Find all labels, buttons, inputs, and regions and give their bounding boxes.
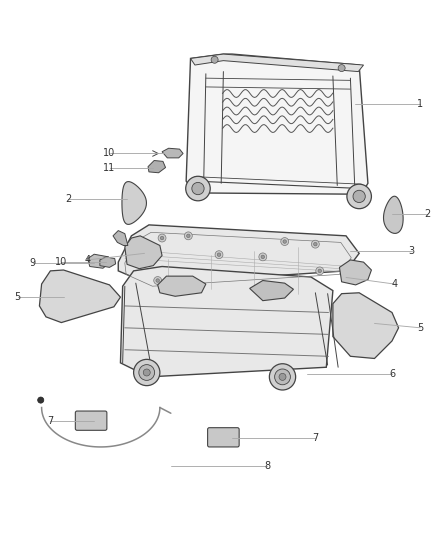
Circle shape	[217, 253, 221, 256]
Circle shape	[275, 369, 290, 385]
Text: 6: 6	[389, 369, 395, 379]
Text: 5: 5	[417, 323, 424, 333]
Circle shape	[353, 190, 365, 203]
Polygon shape	[384, 196, 403, 233]
Circle shape	[143, 369, 150, 376]
Circle shape	[283, 240, 286, 243]
Polygon shape	[125, 236, 162, 269]
Text: 5: 5	[14, 292, 21, 302]
Circle shape	[281, 238, 289, 246]
Circle shape	[186, 176, 210, 201]
Polygon shape	[39, 270, 120, 322]
Circle shape	[192, 182, 204, 195]
Polygon shape	[158, 276, 206, 296]
Text: 2: 2	[424, 209, 430, 219]
Text: 8: 8	[264, 461, 270, 471]
Circle shape	[311, 240, 319, 248]
Polygon shape	[186, 54, 368, 194]
Polygon shape	[88, 254, 110, 268]
Polygon shape	[100, 257, 116, 268]
Text: 10: 10	[103, 149, 116, 158]
Text: 4: 4	[391, 279, 397, 289]
FancyBboxPatch shape	[208, 427, 239, 447]
FancyBboxPatch shape	[75, 411, 107, 430]
Circle shape	[158, 234, 166, 242]
Circle shape	[38, 397, 44, 403]
Circle shape	[156, 279, 159, 282]
Polygon shape	[120, 266, 333, 377]
Text: 4: 4	[85, 255, 91, 265]
Text: 2: 2	[65, 193, 71, 204]
Circle shape	[187, 234, 190, 238]
Circle shape	[154, 277, 162, 285]
Polygon shape	[191, 54, 364, 71]
Circle shape	[139, 365, 155, 381]
Circle shape	[318, 269, 321, 273]
Polygon shape	[333, 293, 399, 359]
Circle shape	[160, 236, 164, 240]
Circle shape	[279, 374, 286, 381]
Text: 3: 3	[409, 246, 415, 256]
Polygon shape	[339, 260, 371, 285]
Text: 9: 9	[30, 258, 36, 268]
Circle shape	[215, 251, 223, 259]
Circle shape	[261, 255, 265, 259]
Polygon shape	[148, 160, 166, 173]
Text: 11: 11	[103, 163, 116, 173]
Text: 7: 7	[47, 416, 53, 426]
Circle shape	[211, 56, 218, 63]
Circle shape	[314, 243, 317, 246]
Circle shape	[259, 253, 267, 261]
Polygon shape	[162, 148, 183, 158]
Text: 7: 7	[312, 433, 318, 443]
Circle shape	[184, 232, 192, 240]
Circle shape	[316, 267, 324, 275]
Polygon shape	[250, 280, 293, 301]
Circle shape	[338, 64, 345, 71]
Text: 10: 10	[55, 257, 67, 267]
Circle shape	[347, 184, 371, 209]
Text: 1: 1	[417, 100, 424, 109]
Circle shape	[269, 364, 296, 390]
Polygon shape	[118, 225, 359, 284]
Circle shape	[134, 359, 160, 386]
Polygon shape	[122, 182, 146, 224]
Polygon shape	[113, 231, 128, 246]
